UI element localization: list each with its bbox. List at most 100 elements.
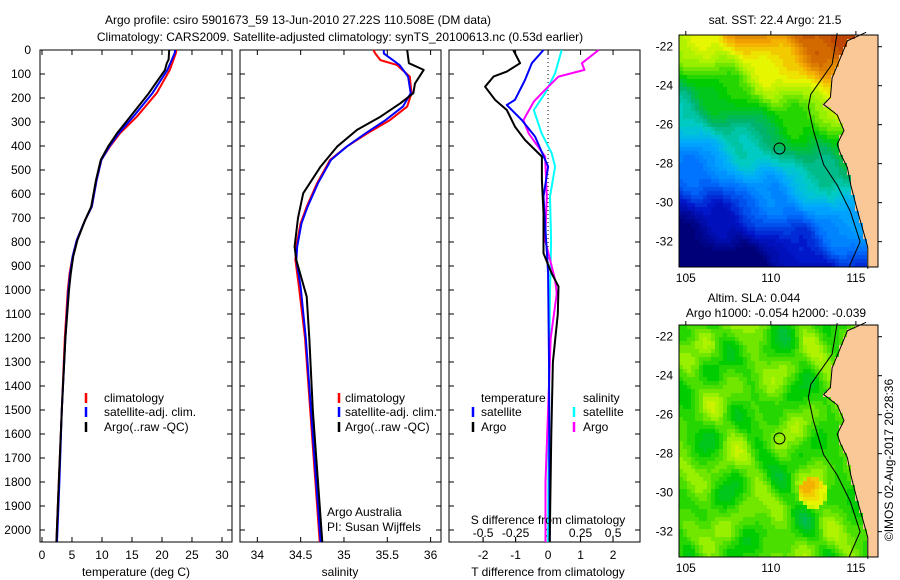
- y-tick-label: 1600: [4, 427, 31, 441]
- legend-argo: Argo(..raw -QC): [104, 420, 189, 434]
- series-line-t-satellite: [505, 49, 551, 543]
- imos-timestamp: ©IMOS 02-Aug-2017 20:28:36: [882, 379, 896, 542]
- lon-tick-label: 105: [676, 271, 696, 285]
- salinity-xlabel: salinity: [322, 565, 359, 579]
- title-line-2: Climatology: CARS2009. Satellite-adjuste…: [97, 30, 583, 44]
- series-line-t-argo: [484, 49, 560, 543]
- coastline: [822, 321, 869, 559]
- lat-tick-label: -22: [656, 330, 674, 344]
- legend-satellite: satellite-adj. clim.: [345, 405, 437, 419]
- series-line-climatology: [55, 49, 178, 543]
- series-line-climatology: [294, 49, 413, 543]
- series-line-argo-raw-qc-: [55, 49, 171, 543]
- lat-tick-label: -26: [656, 408, 674, 422]
- legend-satellite: satellite-adj. clim.: [104, 405, 196, 419]
- lat-tick-label: -28: [656, 447, 674, 461]
- lon-tick-label: 115: [846, 561, 865, 575]
- coastline: [822, 31, 869, 269]
- legend-salinity: salinity: [583, 391, 620, 405]
- y-tick-label: 600: [11, 187, 31, 201]
- plot-frame: [239, 49, 442, 543]
- s-difference-xlabel: S difference from climatology: [471, 513, 626, 527]
- map-frame: [678, 34, 879, 268]
- y-tick-label: 400: [11, 139, 31, 153]
- x-tick-label: 25: [185, 548, 199, 562]
- s-x-tick-label: 0.5: [605, 526, 622, 540]
- lon-tick-label: 105: [676, 561, 696, 575]
- y-tick-label: 1300: [4, 355, 31, 369]
- lat-tick-label: -30: [656, 196, 674, 210]
- y-tick-label: 500: [11, 163, 31, 177]
- y-tick-label: 100: [11, 67, 31, 81]
- y-tick-label: 1800: [4, 475, 31, 489]
- legend-climatology: climatology: [104, 391, 164, 405]
- s-x-tick-label: 0.25: [569, 526, 593, 540]
- lon-tick-label: 115: [846, 271, 865, 285]
- x-tick-label: 5: [69, 548, 76, 562]
- x-tick-label: 2: [610, 548, 617, 562]
- credit-text: Argo Australia: [327, 505, 402, 519]
- map-frame: [678, 324, 879, 558]
- sst-map-title: sat. SST: 22.4 Argo: 21.5: [709, 13, 842, 27]
- y-tick-label: 1000: [4, 283, 31, 297]
- x-tick-label: 0: [39, 548, 46, 562]
- lat-tick-label: -24: [656, 369, 674, 383]
- y-tick-label: 2000: [4, 523, 31, 537]
- temperature-legend: climatology satellite-adj. clim. Argo(..…: [84, 391, 196, 434]
- isobath-line: [807, 33, 861, 268]
- difference-legend: temperature salinity satellite Argo sate…: [471, 391, 624, 434]
- salinity-panel: 34 34.5 35 35.5 36: [239, 49, 442, 562]
- sla-map-canvas: [679, 325, 878, 557]
- lat-tick-label: -24: [656, 79, 674, 93]
- x-tick-label: 1: [577, 548, 584, 562]
- x-tick-label: 34: [251, 548, 265, 562]
- x-tick-label: -2: [478, 548, 489, 562]
- lat-tick-label: -32: [656, 235, 674, 249]
- legend-climatology: climatology: [345, 391, 405, 405]
- series-line-satellite-adj-clim-: [295, 50, 412, 543]
- series-line-satellite-adj-clim-: [56, 49, 177, 543]
- y-tick-label: 1700: [4, 451, 31, 465]
- salinity-legend: climatology satellite-adj. clim. Argo(..…: [337, 391, 437, 434]
- lat-tick-label: -22: [656, 40, 674, 54]
- isobath-line: [807, 323, 861, 558]
- series-line-argo-raw-qc-: [293, 49, 425, 543]
- argo-position-marker: [773, 432, 786, 445]
- lat-tick-label: -30: [656, 486, 674, 500]
- series-line-s-satellite: [532, 49, 563, 543]
- s-x-tick-label: -0.5: [473, 526, 494, 540]
- y-tick-label: 700: [11, 211, 31, 225]
- y-tick-label: 1400: [4, 379, 31, 393]
- y-tick-label: 1500: [4, 403, 31, 417]
- temperature-xlabel: temperature (deg C): [82, 565, 190, 579]
- series-line-s-argo: [522, 49, 600, 542]
- lat-tick-label: -32: [656, 525, 674, 539]
- x-tick-label: 20: [155, 548, 169, 562]
- legend-s-satellite: satellite: [583, 405, 624, 419]
- y-tick-label: 800: [11, 235, 31, 249]
- y-tick-label: 900: [11, 259, 31, 273]
- lon-tick-label: 110: [761, 271, 780, 285]
- y-tick-label: 0: [24, 43, 31, 57]
- lat-tick-label: -28: [656, 157, 674, 171]
- difference-panel: -2 -1 0 1 2-0.5 -0.25 0 0.25 0.5: [448, 49, 641, 562]
- sst-map-canvas: [679, 35, 878, 267]
- legend-argo: Argo(..raw -QC): [345, 420, 430, 434]
- temperature-panel: 0100200300400500600700800900100011001200…: [4, 43, 233, 562]
- t-difference-xlabel: T difference from climatology: [471, 565, 625, 579]
- x-tick-label: 10: [95, 548, 109, 562]
- y-tick-label: 1100: [5, 307, 31, 321]
- lon-tick-label: 110: [761, 561, 780, 575]
- s-x-tick-label: -0.25: [502, 526, 530, 540]
- x-tick-label: 15: [125, 548, 139, 562]
- x-tick-label: 35.5: [376, 548, 400, 562]
- legend-temperature: temperature: [481, 391, 546, 405]
- plot-frame: [39, 49, 233, 543]
- maps: 105 110 115 -22 -24 -26 -28 -30 -32 105 110 115 -22 -…: [656, 31, 882, 575]
- x-tick-label: 0: [545, 548, 552, 562]
- title-line-1: Argo profile: csiro 5901673_59 13-Jun-20…: [105, 13, 491, 27]
- y-tick-label: 300: [11, 115, 31, 129]
- plot-frame: [448, 49, 641, 543]
- x-tick-label: 35: [337, 548, 351, 562]
